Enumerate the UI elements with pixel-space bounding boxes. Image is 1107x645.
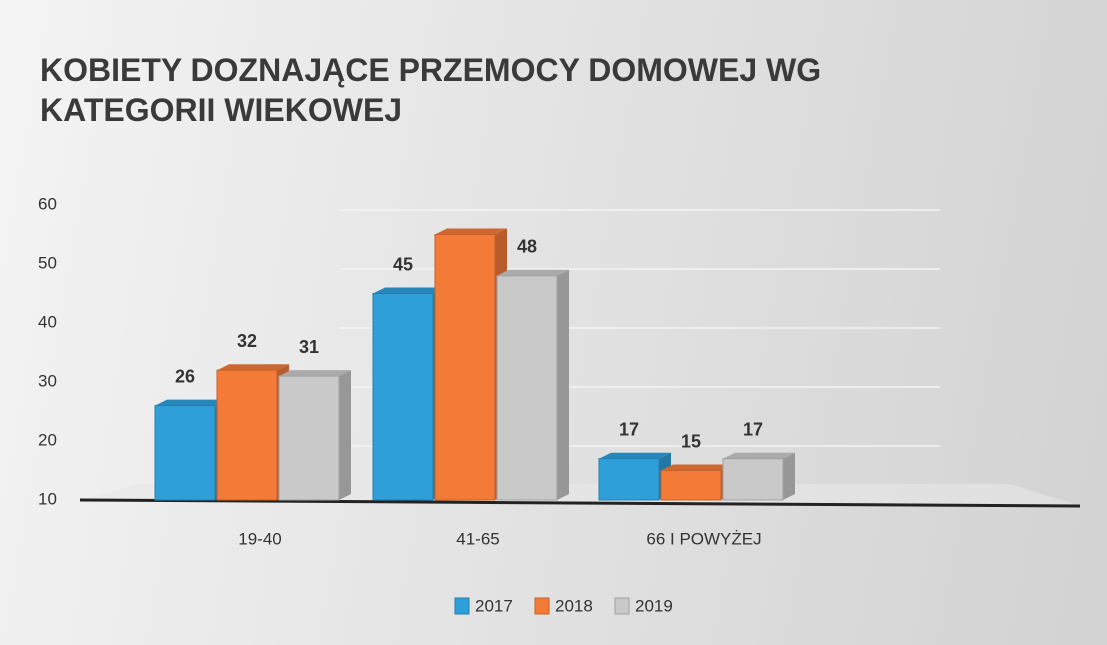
legend-swatch [454, 597, 470, 615]
x-axis [79, 498, 1081, 508]
bar [660, 470, 722, 501]
value-label: 17 [619, 419, 639, 439]
bar [278, 375, 340, 501]
y-tick-label: 10 [38, 489, 57, 508]
value-label: 45 [393, 254, 413, 274]
y-tick-label: 50 [38, 253, 57, 272]
bar-top [497, 269, 569, 276]
value-label: 32 [237, 331, 257, 351]
y-tick-label: 20 [38, 430, 57, 449]
bar-top [217, 364, 289, 371]
bar-top [661, 464, 733, 471]
bar [434, 234, 496, 501]
value-label: 17 [743, 419, 763, 439]
bar-top [155, 399, 227, 406]
legend-swatch [614, 597, 630, 615]
y-tick-label: 60 [38, 194, 57, 213]
legend-label: 2017 [475, 596, 513, 615]
value-label: 26 [175, 366, 195, 386]
legend-label: 2019 [635, 596, 673, 615]
bar-top [723, 452, 795, 459]
bar-side [339, 370, 351, 500]
bar [154, 405, 216, 501]
x-tick-label: 41-65 [456, 529, 499, 548]
bar-top [373, 287, 445, 294]
bar [216, 369, 278, 501]
bar-side [783, 452, 795, 500]
bar-top [599, 452, 671, 459]
value-label: 31 [299, 337, 319, 357]
chart-title: KOBIETY DOZNAJĄCE PRZEMOCY DOMOWEJ WG KA… [40, 52, 822, 128]
value-label: 15 [681, 431, 701, 451]
value-label: 48 [517, 237, 537, 257]
bar-top [279, 370, 351, 377]
bar [722, 458, 784, 501]
bar [598, 458, 660, 501]
bar-side [557, 269, 569, 500]
bar [496, 275, 558, 501]
y-tick-label: 40 [38, 312, 57, 331]
x-tick-label: 19-40 [238, 529, 281, 548]
bar-top [435, 228, 507, 235]
legend-label: 2018 [555, 596, 593, 615]
bar [372, 293, 434, 501]
y-tick-label: 30 [38, 371, 57, 390]
x-tick-label: 66 I POWYŻEJ [646, 529, 761, 548]
legend-swatch [534, 597, 550, 615]
